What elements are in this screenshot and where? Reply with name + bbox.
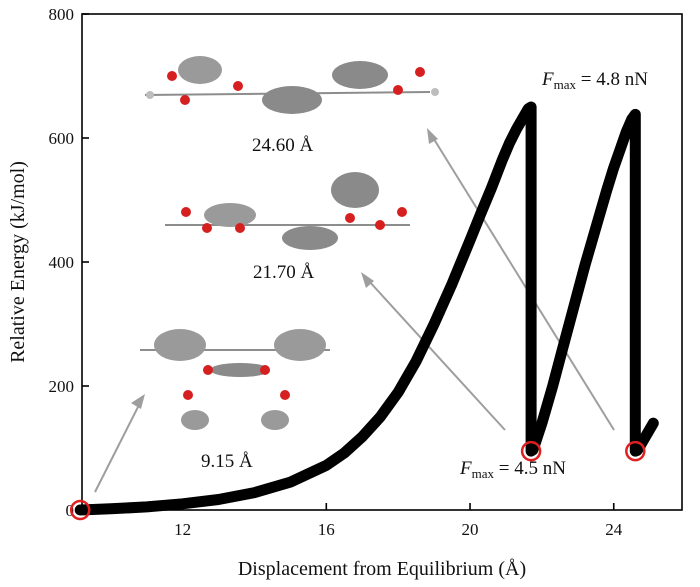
fmax-low-value: = 4.5 nN <box>494 458 566 479</box>
fmax-label-high: Fmax = 4.8 nN <box>541 69 648 92</box>
x-tick-label: 12 <box>174 520 191 539</box>
series-group <box>74 101 659 516</box>
fmax-high-value: = 4.8 nN <box>576 69 648 90</box>
x-tick-label: 16 <box>318 520 335 539</box>
x-axis-ticks: 12 16 20 24 <box>174 503 623 539</box>
fmax-high-sub: max <box>554 77 577 92</box>
length-label-21-70: 21.70 Å <box>253 262 315 283</box>
markers-group <box>69 440 646 521</box>
arrowhead-21-70 <box>361 272 374 288</box>
highlight-marker <box>69 499 91 521</box>
arrowhead-9-15 <box>131 394 145 409</box>
y-tick-label: 0 <box>66 501 75 520</box>
y-axis-title: Relative Energy (kJ/mol) <box>7 161 29 363</box>
x-axis-title: Displacement from Equilibrium (Å) <box>238 558 526 580</box>
fmax-low-symbol: F <box>459 458 472 479</box>
molecule-9-15 <box>140 329 330 430</box>
arrow-9-15 <box>94 402 141 493</box>
x-tick-label: 20 <box>462 520 479 539</box>
fmax-low-sub: max <box>472 466 495 481</box>
highlight-marker <box>625 440 646 462</box>
arrowhead-24-60 <box>427 128 438 144</box>
y-tick-label: 200 <box>49 377 75 396</box>
x-tick-label: 24 <box>605 520 623 539</box>
length-label-9-15: 9.15 Å <box>201 451 253 472</box>
molecule-21-70 <box>165 172 410 250</box>
y-tick-label: 800 <box>49 5 75 24</box>
y-axis-ticks: 0 200 400 600 800 <box>49 5 89 520</box>
molecule-24-60 <box>144 56 439 114</box>
y-tick-label: 600 <box>49 129 75 148</box>
series-line <box>74 101 659 516</box>
pointer-arrows <box>94 128 615 493</box>
fmax-high-symbol: F <box>541 69 554 90</box>
arrow-24-60 <box>431 135 615 431</box>
highlight-marker <box>520 440 542 462</box>
y-tick-label: 400 <box>49 253 75 272</box>
length-label-24-60: 24.60 Å <box>252 135 314 156</box>
fmax-label-low: Fmax = 4.5 nN <box>459 458 566 481</box>
arrow-21-70 <box>367 279 506 431</box>
